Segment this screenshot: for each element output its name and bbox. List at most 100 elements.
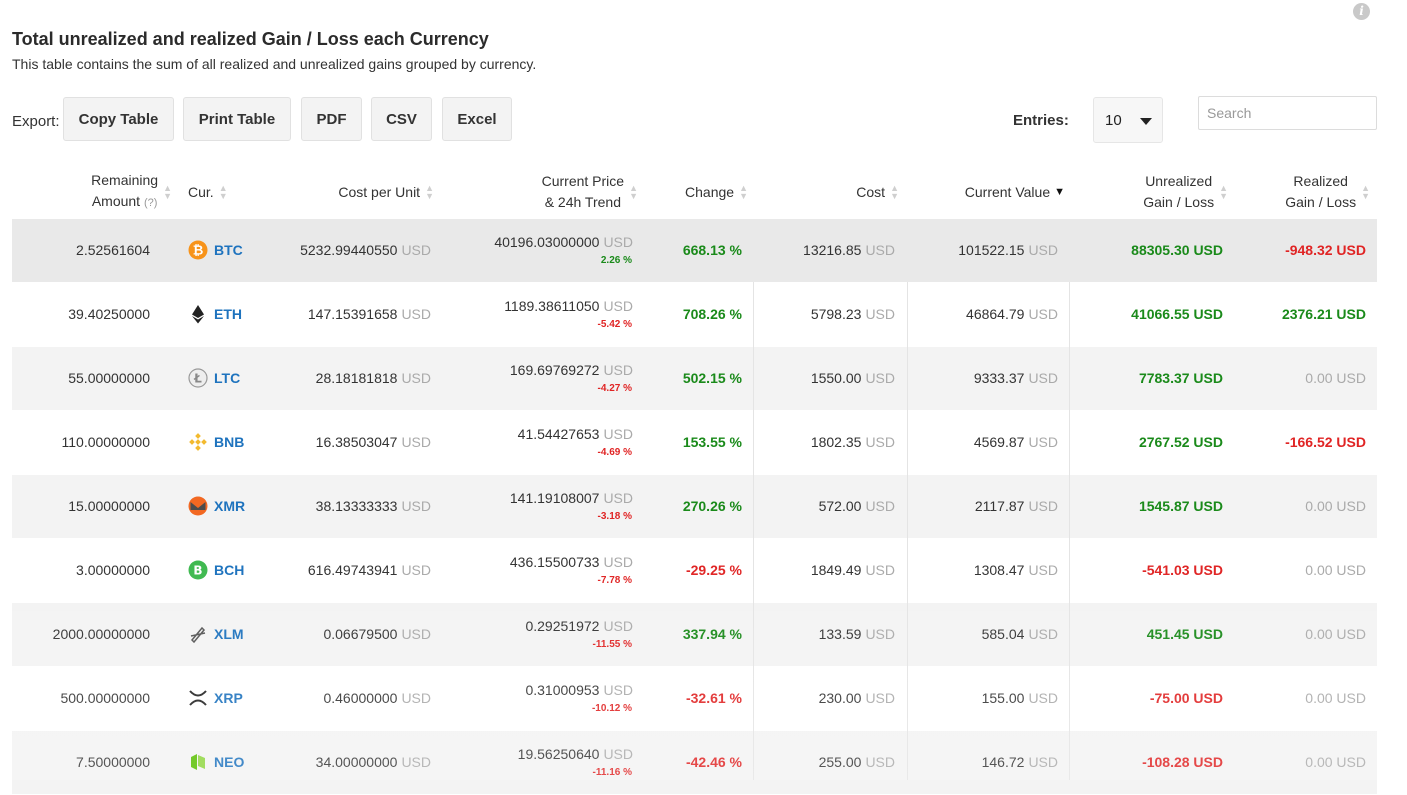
cell-currency[interactable]: ETH: [188, 283, 268, 345]
cell-remaining-amount: 39.40250000: [68, 306, 150, 322]
cell-cost-per-unit: 38.13333333 USD: [262, 475, 431, 537]
currency-link[interactable]: LTC: [214, 370, 241, 386]
entries-select[interactable]: 10: [1093, 97, 1163, 143]
cell-change: 337.94 %: [682, 626, 742, 642]
cell-currency[interactable]: XMR: [188, 475, 268, 537]
current-value-value: 146.72: [981, 754, 1025, 770]
column-divider: [1069, 282, 1070, 780]
copy-table-button[interactable]: Copy Table: [63, 97, 174, 141]
sort-icon: ▲ ▼: [425, 183, 434, 201]
table-row[interactable]: 7.50000000 NEO 34.00000000 USD 19.56250640 US…: [12, 731, 1377, 795]
cell-remaining-amount: 500.00000000: [60, 690, 150, 706]
current-value-value: 101522.15: [958, 242, 1025, 258]
excel-button[interactable]: Excel: [442, 97, 512, 141]
col-cost-label: Cost: [856, 183, 886, 200]
unit-label: USD: [1028, 562, 1058, 578]
current-price-value: 169.69769272: [509, 362, 600, 378]
cell-currency[interactable]: NEO: [188, 731, 268, 793]
unit-label: USD: [603, 746, 633, 762]
cell-cost: 1802.35 USD: [792, 411, 895, 473]
col-cost[interactable]: Cost ▲ ▼: [792, 165, 899, 219]
cell-currency[interactable]: ₿ BTC: [188, 219, 268, 281]
cell-change: 708.26 %: [682, 306, 742, 322]
table-row[interactable]: 39.40250000 ETH 147.15391658 USD 1189.386110…: [12, 283, 1377, 347]
cell-realized: 0.00 USD: [1305, 690, 1366, 706]
cell-currency[interactable]: XRP: [188, 667, 268, 729]
table-row[interactable]: 2000.00000000 XLM 0.06679500 USD 0.29251972 U…: [12, 603, 1377, 667]
cell-current-value: 585.04 USD: [922, 603, 1058, 665]
col-remaining-amount[interactable]: Remaining Amount (?) ▲ ▼: [12, 165, 172, 219]
currency-link[interactable]: NEO: [214, 754, 245, 770]
col-change[interactable]: Change ▲ ▼: [662, 165, 748, 219]
col-price-label-2: & 24h Trend: [544, 194, 621, 210]
cell-realized: 2376.21 USD: [1281, 306, 1366, 322]
cell-currency[interactable]: BNB: [188, 411, 268, 473]
sort-desc-icon: ▼: [1054, 185, 1065, 198]
unit-label: USD: [603, 426, 633, 442]
cell-unrealized: -541.03 USD: [1142, 562, 1223, 578]
table-row[interactable]: 2.52561604 ₿ BTC 5232.99440550 USD 40196.0300…: [12, 219, 1377, 283]
cell-change: 502.15 %: [682, 370, 742, 386]
cell-remaining-amount: 2000.00000000: [52, 626, 150, 642]
currency-link[interactable]: BCH: [214, 562, 245, 578]
cell-cost-per-unit: 616.49743941 USD: [262, 539, 431, 601]
unit-label: USD: [865, 690, 895, 706]
currency-link[interactable]: XMR: [214, 498, 246, 514]
xmr-icon: [188, 496, 208, 516]
unit-label: USD: [401, 306, 431, 322]
col-current-value-label: Current Value: [964, 183, 1051, 200]
unit-label: USD: [603, 234, 633, 250]
trend-24h: -11.55 %: [592, 639, 632, 650]
help-icon[interactable]: (?): [143, 197, 158, 209]
cell-current-value: 2117.87 USD: [922, 475, 1058, 537]
col-unrealized[interactable]: Unrealized Gain / Loss ▲ ▼: [1102, 165, 1228, 219]
cost-per-unit-value: 616.49743941: [307, 562, 398, 578]
col-cost-per-unit[interactable]: Cost per Unit ▲ ▼: [262, 165, 434, 219]
svg-text:Ł: Ł: [193, 372, 202, 386]
print-table-button[interactable]: Print Table: [183, 97, 291, 141]
csv-button[interactable]: CSV: [371, 97, 432, 141]
table-row[interactable]: 3.00000000 B BCH 616.49743941 USD 436.1550073…: [12, 539, 1377, 603]
table-row[interactable]: 15.00000000 XMR 38.13333333 USD 141.19108007…: [12, 475, 1377, 539]
col-realized[interactable]: Realized Gain / Loss ▲ ▼: [1252, 165, 1370, 219]
unit-label: USD: [603, 298, 633, 314]
cost-value: 13216.85: [803, 242, 862, 258]
cell-currency[interactable]: B BCH: [188, 539, 268, 601]
col-unrealized-label-1: Unrealized: [1145, 173, 1213, 189]
sort-icon: ▲ ▼: [739, 183, 748, 201]
cell-cost: 133.59 USD: [792, 603, 895, 665]
cell-current-value: 46864.79 USD: [922, 283, 1058, 345]
currency-link[interactable]: BNB: [214, 434, 245, 450]
currency-link[interactable]: BTC: [214, 242, 243, 258]
page-subtitle: This table contains the sum of all reali…: [12, 56, 537, 72]
unit-label: USD: [401, 370, 431, 386]
sort-icon: ▲ ▼: [218, 183, 228, 201]
cell-cost: 1550.00 USD: [792, 347, 895, 409]
col-currency[interactable]: Cur. ▲ ▼: [188, 165, 244, 219]
search-input[interactable]: [1198, 96, 1377, 130]
cell-currency[interactable]: XLM: [188, 603, 268, 665]
currency-link[interactable]: XLM: [214, 626, 244, 642]
pdf-button[interactable]: PDF: [301, 97, 362, 141]
cell-cost-per-unit: 5232.99440550 USD: [262, 219, 431, 281]
current-value-value: 1308.47: [973, 562, 1025, 578]
table-row[interactable]: 110.00000000 BNB 16.38503047 USD 41.54427653…: [12, 411, 1377, 475]
cell-unrealized: 2767.52 USD: [1138, 434, 1223, 450]
cell-remaining-amount: 2.52561604: [76, 242, 150, 258]
unit-label: USD: [401, 498, 431, 514]
info-icon[interactable]: i: [1353, 3, 1370, 20]
table-row[interactable]: 55.00000000 Ł LTC 28.18181818 USD 169.6976927…: [12, 347, 1377, 411]
bnb-icon: [188, 432, 208, 452]
cell-realized: 0.00 USD: [1305, 370, 1366, 386]
cell-cost: 13216.85 USD: [792, 219, 895, 281]
cell-currency[interactable]: Ł LTC: [188, 347, 268, 409]
col-current-price[interactable]: Current Price & 24h Trend ▲ ▼: [462, 165, 638, 219]
col-current-value[interactable]: Current Value ▼: [922, 165, 1065, 219]
cost-value: 5798.23: [810, 306, 862, 322]
cell-cost: 1849.49 USD: [792, 539, 895, 601]
currency-link[interactable]: XRP: [214, 690, 243, 706]
table-row[interactable]: 500.00000000 XRP 0.46000000 USD 0.31000953 US…: [12, 667, 1377, 731]
current-value-value: 155.00: [981, 690, 1025, 706]
page-title: Total unrealized and realized Gain / Los…: [12, 29, 489, 49]
currency-link[interactable]: ETH: [214, 306, 242, 322]
